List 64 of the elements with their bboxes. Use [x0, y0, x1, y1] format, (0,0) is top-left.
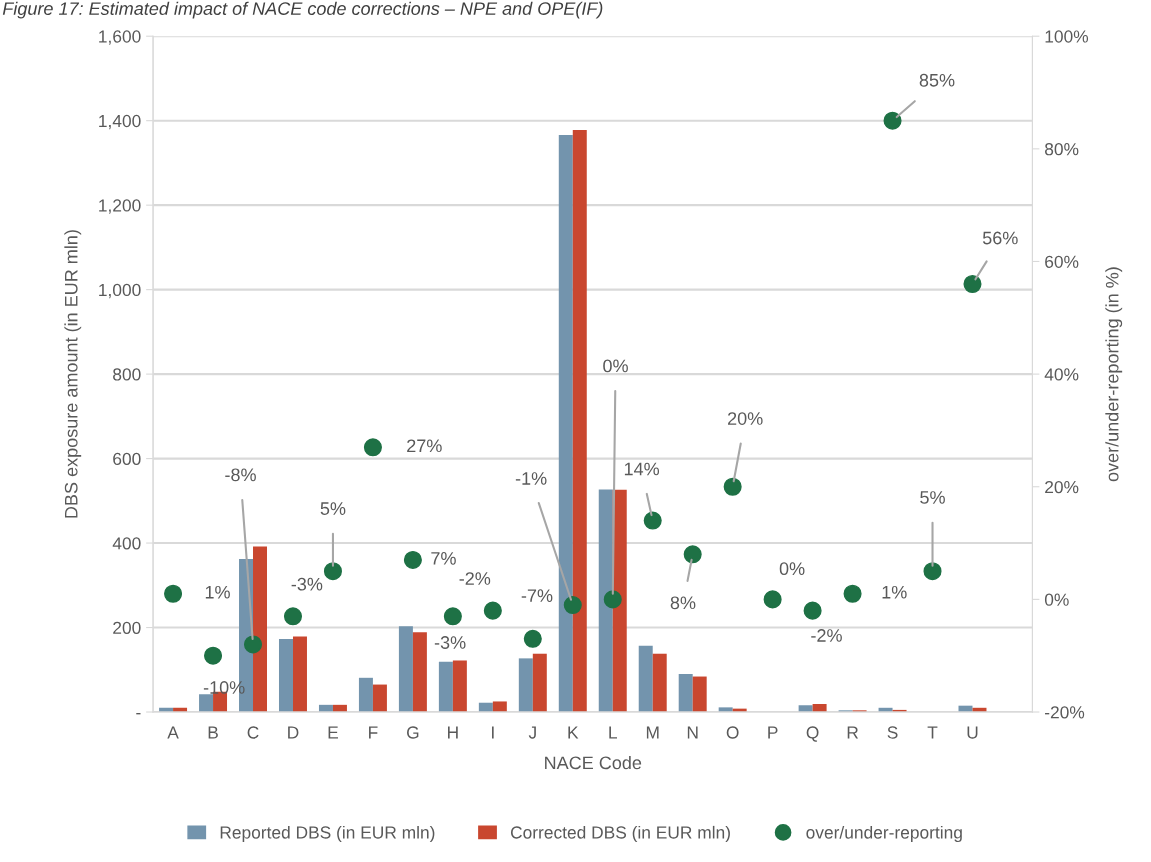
x-tick-label: S — [887, 726, 898, 739]
x-tick-label: P — [768, 726, 778, 739]
x-tick-label: Q — [806, 726, 819, 742]
legend-label: over/under-reporting — [806, 825, 962, 843]
data-label: -7% — [521, 589, 553, 602]
data-label: -1% — [515, 472, 547, 485]
y-tick-label: 800 — [113, 368, 141, 381]
data-label: 85% — [919, 73, 955, 87]
data-label: -8% — [225, 468, 256, 482]
y2-tick-label: 0% — [1044, 593, 1069, 606]
data-label: 14% — [624, 462, 660, 476]
data-label: -3% — [434, 636, 466, 649]
y-tick-label: 1,400 — [99, 114, 141, 130]
data-label: 5% — [920, 491, 945, 504]
data-label: 0% — [779, 562, 805, 576]
x-tick-label: N — [687, 726, 698, 739]
y-tick-label: 600 — [113, 452, 141, 466]
y-axis-title: DBS exposure amount (in EUR mln) — [64, 230, 82, 518]
data-label: 20% — [728, 412, 763, 425]
x-tick-label: A — [167, 726, 179, 739]
data-label: 56% — [982, 231, 1018, 245]
x-tick-label: G — [407, 726, 419, 739]
data-label: 27% — [407, 439, 442, 453]
data-label: 8% — [670, 596, 696, 610]
x-tick-label: H — [448, 726, 458, 739]
x-axis-title: NACE Code — [545, 755, 642, 770]
data-label: 7% — [431, 552, 456, 565]
y-tick-label: 400 — [112, 537, 141, 550]
data-label: 1% — [205, 585, 230, 599]
data-label: 5% — [320, 502, 346, 515]
x-tick-label: I — [492, 726, 494, 739]
x-tick-label: U — [967, 726, 978, 739]
y2-axis-title: over/under-reporting (in %) — [1105, 267, 1123, 482]
data-label: 0% — [603, 359, 628, 373]
x-tick-label: F — [369, 726, 378, 739]
x-tick-label: O — [726, 726, 739, 739]
x-tick-label: E — [328, 726, 338, 739]
data-label: -3% — [291, 577, 323, 591]
chart-title: Figure 17: Estimated impact of NACE code corrections – NPE and OPE(IF) — [2, 1, 603, 19]
y-tick-label: - — [136, 713, 141, 715]
data-label: 1% — [882, 585, 907, 599]
y-tick-label: 1,000 — [99, 283, 141, 299]
legend-label: Corrected DBS (in EUR mln) — [510, 825, 730, 843]
y2-tick-label: 100% — [1045, 30, 1089, 43]
y2-tick-label: 40% — [1044, 368, 1079, 381]
legend-label: Reported DBS (in EUR mln) — [220, 825, 435, 843]
data-label: -2% — [811, 629, 842, 642]
y2-tick-label: -20% — [1045, 706, 1085, 719]
x-tick-label: J — [528, 726, 536, 739]
x-tick-label: K — [568, 726, 579, 739]
y2-tick-label: 60% — [1045, 255, 1079, 268]
y2-tick-label: 20% — [1045, 480, 1079, 494]
y-tick-label: 200 — [113, 621, 141, 634]
data-label: -2% — [459, 572, 491, 585]
y-tick-label: 1,600 — [99, 30, 141, 45]
x-tick-label: R — [847, 726, 859, 739]
y-tick-label: 1,200 — [99, 199, 141, 214]
x-tick-label: L — [609, 726, 617, 739]
y2-tick-label: 80% — [1045, 143, 1079, 156]
x-tick-label: C — [247, 726, 259, 739]
x-tick-label: B — [208, 726, 218, 739]
x-tick-label: M — [646, 726, 659, 739]
x-tick-label: D — [288, 726, 299, 739]
x-tick-label: T — [927, 726, 938, 739]
